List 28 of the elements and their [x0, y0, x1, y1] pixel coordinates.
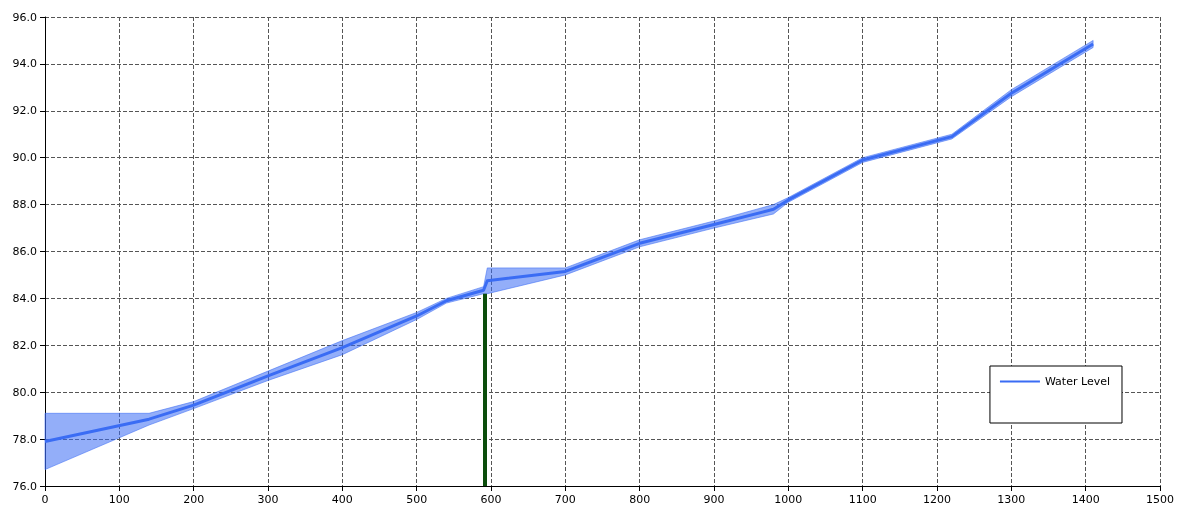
x-tick-label: 700: [554, 493, 576, 506]
x-tick-label: 800: [629, 493, 651, 506]
x-tick-label: 1400: [1071, 493, 1100, 506]
x-tick-label: 1000: [774, 493, 803, 506]
y-tick-label: 94.0: [12, 57, 37, 71]
y-tick-label: 78.0: [12, 432, 37, 446]
x-tick-label: 600: [480, 493, 502, 506]
legend-label: Water Level: [1044, 375, 1111, 388]
x-tick-label: 200: [183, 493, 205, 506]
x-tick-label: 400: [331, 493, 353, 506]
x-tick-label: 0: [41, 493, 49, 506]
x-tick-label: 1100: [848, 493, 877, 506]
x-tick-label: 500: [406, 493, 428, 506]
y-tick-label: 86.0: [12, 245, 37, 258]
y-tick-label: 82.0: [12, 338, 37, 352]
y-tick-label: 96.0: [12, 10, 37, 24]
x-tick-label: 1200: [923, 493, 951, 506]
y-tick-label: 80.0: [12, 385, 37, 399]
x-tick-label: 100: [108, 493, 130, 506]
x-tick-label: 1500: [1146, 493, 1174, 506]
x-tick-label: 900: [703, 493, 725, 506]
x-tick-label: 1300: [997, 493, 1026, 506]
y-tick-label: 84.0: [12, 291, 37, 305]
y-tick-label: 92.0: [12, 104, 37, 118]
y-tick-label: 90.0: [12, 151, 37, 165]
x-tick-label: 300: [257, 493, 279, 506]
y-tick-label: 76.0: [12, 479, 37, 493]
y-tick-label: 88.0: [12, 198, 37, 212]
